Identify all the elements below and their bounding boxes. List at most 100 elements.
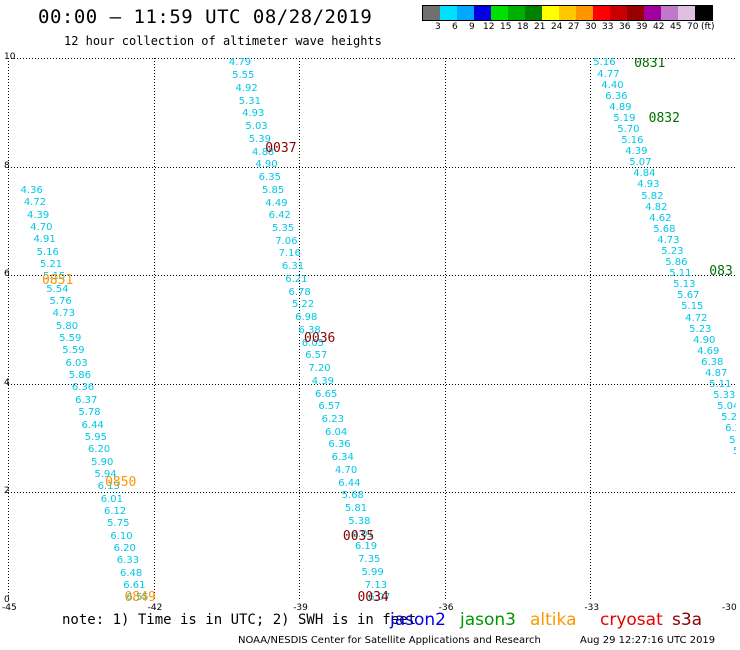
wave-height-value: 6.23 [321,414,344,425]
wave-height-value: 4.88 [252,146,275,158]
wave-height-value: 7.20 [308,363,331,375]
legend-swatch [542,6,559,20]
wave-height-value: 5.13 [673,279,696,291]
x-tick-label: -45 [2,603,17,613]
pass-label: 0849 [124,590,156,601]
legend-swatch [508,6,525,20]
legend-swatch [627,6,644,20]
wave-height-value: 5.95 [84,431,107,443]
wave-height-value: 5.07 [629,157,652,169]
wave-height-value: 5.11 [669,268,692,280]
wave-height-value: 5.54 [46,283,69,295]
legend-tick-label: 3 [435,22,441,32]
wave-height-value: 6.12 [103,505,127,517]
wave-height-value: 5.85 [261,184,285,196]
wave-height-value: 5.75 [107,518,130,530]
wave-height-value: 6.34 [331,452,354,464]
wave-height-value: 6.07 [368,592,391,601]
note-text: note: 1) Time is in UTC; 2) SWH is in fe… [62,612,417,628]
wave-height-value: 5.38 [348,515,371,527]
wave-height-value: 6.57 [305,350,328,362]
legend-swatch [644,6,661,20]
legend-swatch [457,6,474,20]
legend-swatch [576,6,593,20]
wave-height-value: 4.39 [625,146,648,158]
legend-tick-label: 9 [469,22,475,32]
wave-height-value: 7.06 [275,235,298,247]
wave-height-value: 5.55 [232,70,255,82]
wave-height-value: 4.72 [23,197,47,209]
wave-height-value: 5.68 [341,490,364,502]
legend-tick-label: (ft) [701,22,715,32]
wave-height-value: 6.21 [285,273,308,285]
satellite-label: jason2 [390,610,446,630]
wave-height-value: 4.93 [637,179,660,191]
wave-height-value: 5.15 [43,271,66,283]
wave-height-value: 5.11 [709,379,732,391]
wave-height-value: 4.72 [685,312,708,324]
legend-swatch [491,6,508,20]
wave-height-value: 6.2 [725,423,736,435]
wave-height-value: 5.16 [621,135,644,147]
wave-height-value: 4.40 [601,79,624,91]
wave-height-value: 6.61 [123,579,146,591]
x-tick-label: -30 [722,603,737,613]
legend-tick-label: 24 [551,22,563,32]
wave-height-value: 5.70 [617,123,640,135]
wave-height-value: 6.36 [605,90,628,102]
map-title: 00:00 – 11:59 UTC 08/28/2019 [38,6,373,28]
wave-height-value: 4.93 [242,108,265,120]
legend-tick-label: 30 [585,22,597,32]
wave-height-value: 6.05 [301,337,325,349]
satellite-label: jason3 [460,610,516,630]
wave-height-value: 5.21 [39,259,63,271]
wave-height-value: 4.70 [334,464,358,476]
wave-height-value: 6.20 [113,542,136,554]
wave-height-value: 5.68 [653,223,676,235]
legend-tick-label: 21 [534,22,546,32]
wave-height-value: 5.19 [613,112,636,124]
wave-height-value: 4.73 [657,234,680,246]
legend-swatch [559,6,576,20]
wave-height-value: 6.98 [295,312,318,324]
pass-label: 0036 [304,330,336,346]
x-tick-label: -33 [584,603,600,613]
wave-height-value: 6.42 [268,210,291,222]
wave-height-value: 4.36 [20,185,43,197]
y-tick-label: 4 [4,377,10,388]
wave-height-value: 7.16 [278,248,301,260]
pass-label: 0035 [342,528,375,544]
wave-height-value: 5.59 [59,333,82,345]
wave-height-value: 5.94 [94,468,117,480]
color-legend: 3 6 9 12 15 18 21 24 27 30 33 36 39 42 45 70 (ft) [420,4,740,36]
wave-height-value: 6.33 [116,555,140,567]
wave-height-value: 6.48 [120,567,143,579]
wave-height-value: 5.67 [677,290,700,302]
wave-height-value: 6.38 [701,356,724,368]
satellite-label: altika [530,610,577,630]
wave-height-value: 4.70 [30,222,53,234]
wave-height-value: 6.44 [338,477,361,489]
wave-height-value: 4.84 [633,168,656,180]
wave-height-value: 5.59 [62,345,85,357]
wave-height-value: 6.65 [315,388,338,400]
wave-height-value: 6.03 [65,357,88,369]
wave-height-value: 5.23 [689,323,712,335]
credit-text: NOAA/NESDIS Center for Satellite Applica… [238,635,541,646]
pass-label: 0832 [648,110,680,126]
legend-swatch [593,6,610,20]
wave-height-value: 5.35 [271,222,295,234]
wave-height-value: 6.38 [298,324,321,336]
wave-height-value: 5.81 [344,503,368,515]
legend-swatch [525,6,542,20]
legend-tick-label: 45 [670,22,682,32]
wave-height-value: 4.77 [597,68,620,80]
wave-height-value: 5.15 [681,301,704,313]
wave-height-value: 5.16 [593,58,616,69]
pass-label: 0831 [634,58,666,72]
wave-height-value: 5.22 [291,299,315,311]
legend-tick-label: 15 [500,22,512,32]
legend-tick-label: 39 [636,22,648,32]
wave-height-value: 5.82 [641,190,664,202]
wave-height-value: 5.78 [78,407,101,419]
